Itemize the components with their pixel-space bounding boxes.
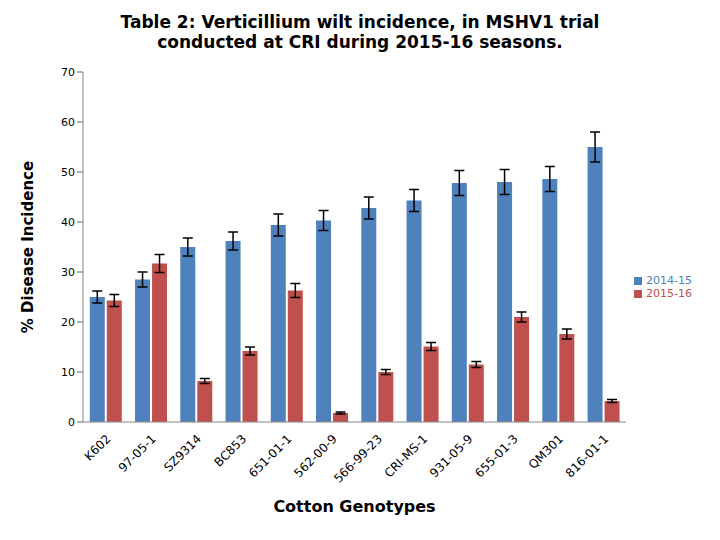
html-text:2015-16: 2015-16: [646, 287, 692, 300]
svg-text:0: 0: [68, 416, 75, 429]
svg-text:931-05-9: 931-05-9: [427, 432, 475, 480]
html-text:Table 2: Verticillium wilt inc: Table 2: Verticillium wilt incidence, in…: [120, 12, 600, 52]
svg-text:562-00-9: 562-00-9: [291, 432, 339, 480]
svg-text:60: 60: [61, 116, 75, 129]
svg-text:651-01-1: 651-01-1: [246, 432, 294, 480]
svg-text:20: 20: [61, 316, 75, 329]
svg-text:Cotton Genotypes: Cotton Genotypes: [273, 497, 435, 516]
svg-text:10: 10: [61, 366, 75, 379]
svg-text:CRI-MS-1: CRI-MS-1: [382, 432, 430, 480]
svg-text:566-99-23: 566-99-23: [331, 432, 385, 486]
svg-text:30: 30: [61, 266, 75, 279]
html-text:2014-15: 2014-15: [646, 274, 692, 287]
svg-text:97-05-1: 97-05-1: [116, 432, 159, 475]
svg-text:SZ9314: SZ9314: [161, 432, 204, 475]
svg-text:BC853: BC853: [211, 432, 249, 470]
svg-text:% Disease Incidence: % Disease Incidence: [19, 161, 37, 333]
svg-text:70: 70: [61, 66, 75, 79]
svg-text:816-01-1: 816-01-1: [563, 432, 611, 480]
svg-text:K602: K602: [82, 432, 114, 464]
svg-text:QM301: QM301: [526, 432, 566, 472]
svg-text:655-01-3: 655-01-3: [472, 432, 520, 480]
svg-text:40: 40: [61, 216, 75, 229]
svg-text:50: 50: [61, 166, 75, 179]
